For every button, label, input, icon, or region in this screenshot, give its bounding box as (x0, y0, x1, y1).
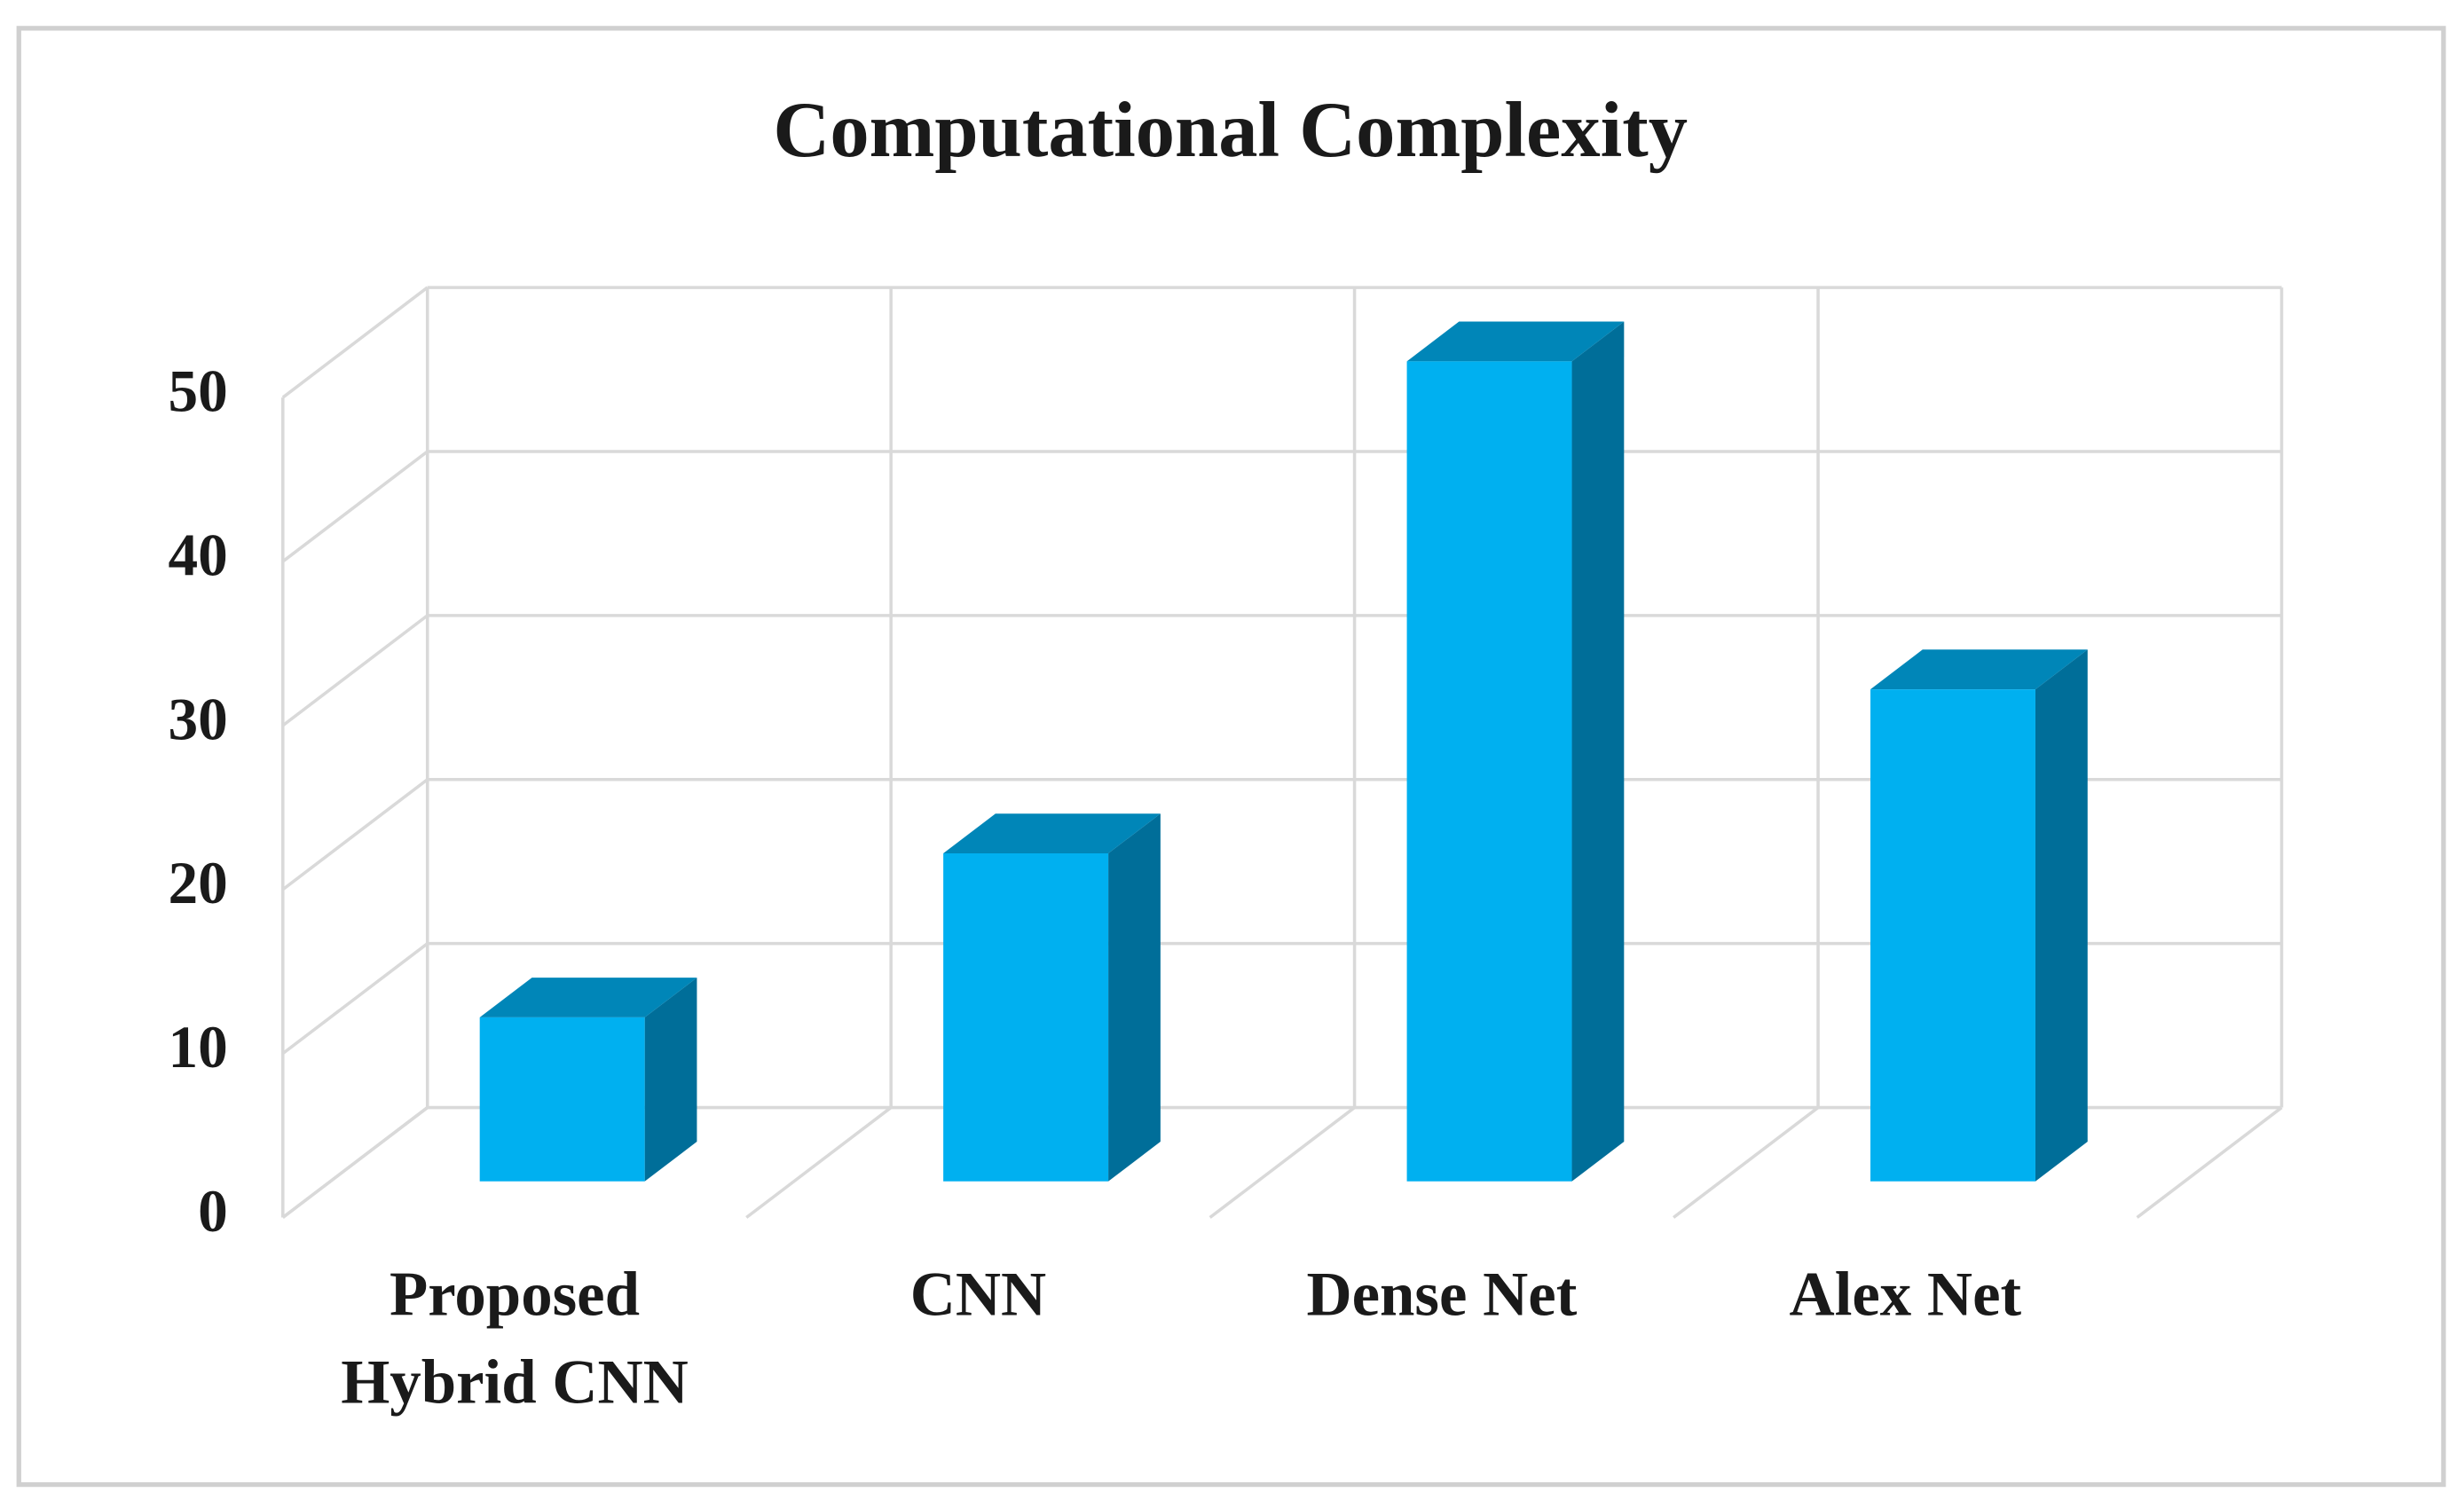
y-tick-label: 50 (169, 358, 228, 425)
bar (1406, 361, 1572, 1182)
chart-area: Computational Complexity 0 10 20 30 40 50 Prop… (16, 26, 2446, 1488)
bar (479, 1017, 645, 1182)
bar-side (1571, 321, 1625, 1182)
chart-title: Computational Complexity (773, 87, 1688, 174)
side-grid-line (281, 614, 429, 727)
x-tick-label: Alex Net (1790, 1261, 2022, 1330)
bar-side (1108, 813, 1161, 1182)
side-grid-line (281, 778, 429, 891)
x-tick-label: Dense Net (1306, 1261, 1577, 1330)
x-tick-label-line: Hybrid CNN (341, 1348, 689, 1418)
floor-line (1208, 1106, 1356, 1219)
side-grid-line (281, 286, 429, 399)
x-tick-label: CNN (910, 1261, 1046, 1330)
y-tick-label: 30 (169, 686, 228, 752)
y-tick-label: 10 (169, 1014, 228, 1080)
floor-line (745, 1106, 893, 1219)
x-tick-label: Proposed Hybrid CNN (341, 1261, 689, 1418)
bar-side (644, 978, 697, 1182)
bar-top (943, 813, 1161, 854)
y-tick-label: 0 (198, 1178, 228, 1245)
bar (1870, 689, 2035, 1182)
bar-side (2035, 649, 2088, 1182)
side-grid-line (281, 942, 429, 1056)
bar-top (1406, 321, 1625, 362)
bar-top (1870, 649, 2088, 690)
y-tick-label: 40 (169, 522, 228, 588)
side-grid-line (281, 1106, 429, 1219)
floor-line (2136, 1106, 2283, 1219)
x-tick-label-line: Proposed (390, 1261, 640, 1330)
side-grid-line (281, 450, 429, 563)
bar (943, 853, 1109, 1182)
floor-line (1673, 1106, 1820, 1219)
y-tick-label: 20 (169, 850, 228, 916)
bar-top (479, 978, 697, 1017)
